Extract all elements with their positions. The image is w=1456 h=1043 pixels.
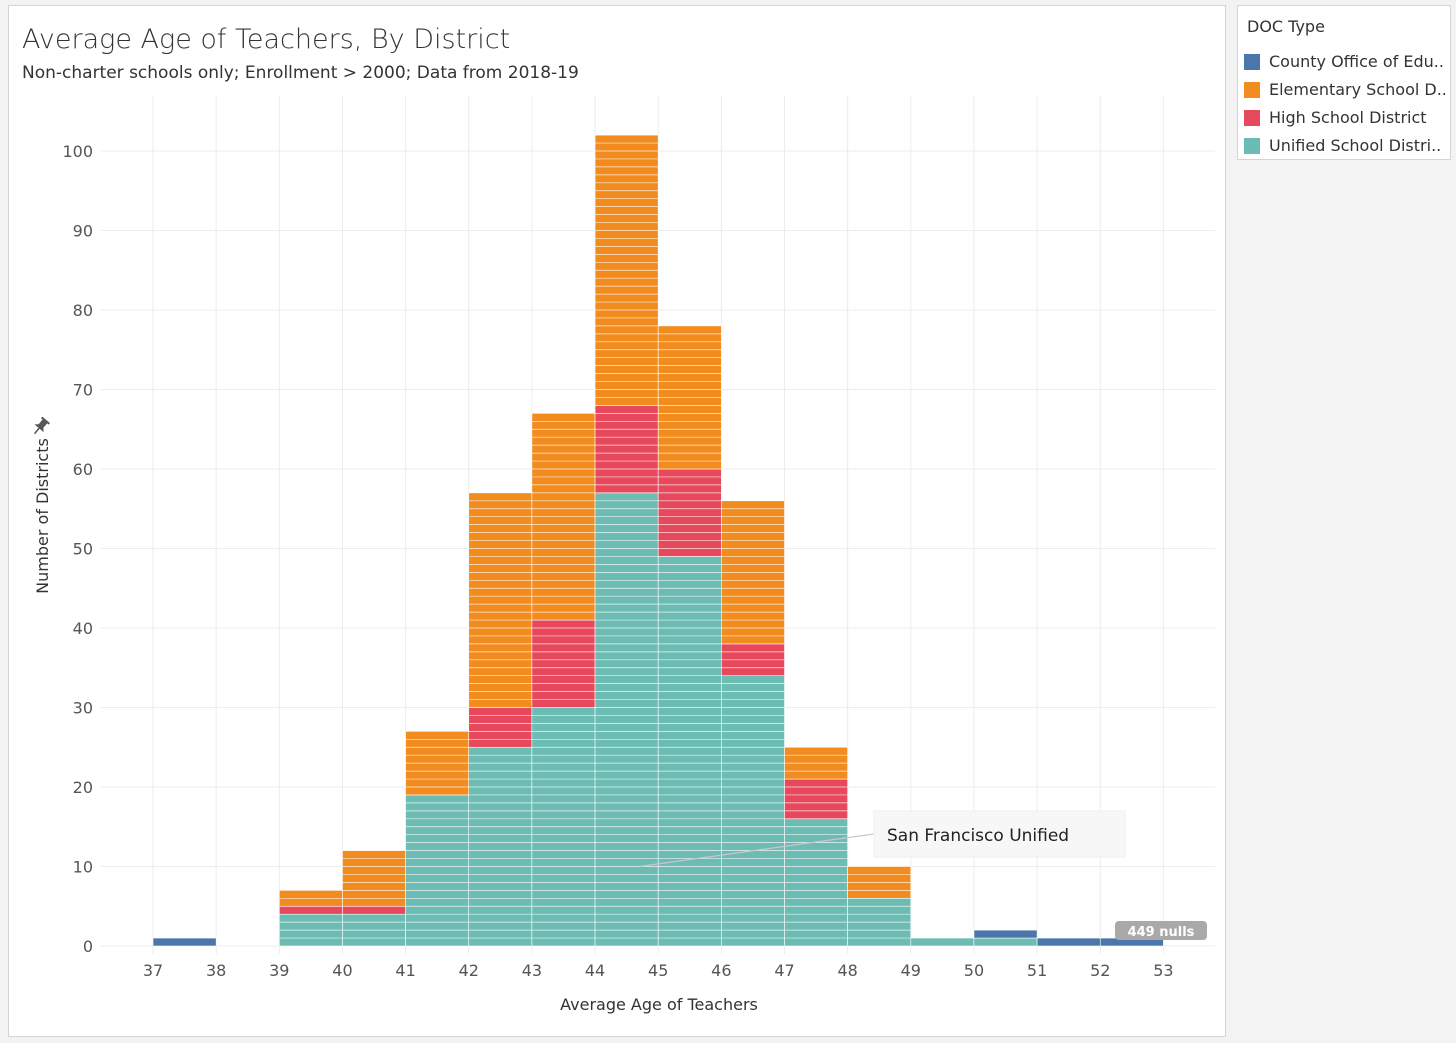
pin-head — [34, 416, 50, 433]
histogram-plot: 0 10 20 30 40 50 60 70 80 90 100 37 38 39 40 41 42 43 44 45… — [30, 96, 1215, 1014]
x-tick-label-49: 49 — [901, 961, 921, 980]
x-tick-label-41: 41 — [395, 961, 415, 980]
bar-segment-high-school-district-39[interactable] — [278, 905, 343, 915]
legend-label: High School District — [1269, 108, 1427, 127]
y-tick-label-40: 40 — [73, 619, 93, 638]
pin-icon[interactable] — [30, 416, 51, 438]
nulls-badge[interactable] — [1115, 921, 1207, 940]
x-tick-label-48: 48 — [837, 961, 857, 980]
bar-segment-county-office-of-edu-37[interactable] — [152, 937, 217, 947]
bar-segment-unified-school-distri-49[interactable] — [910, 937, 975, 947]
y-axis-title: Number of Districts — [33, 438, 52, 594]
bar-segment-elementary-school-d-40[interactable] — [342, 850, 406, 907]
y-tick-label-10: 10 — [73, 858, 93, 877]
y-tick-label-0: 0 — [83, 937, 93, 956]
chart-panel: Average Age of Teachers, By District Non… — [8, 5, 1226, 1037]
y-tick-label-30: 30 — [73, 699, 93, 718]
bar-segment-unified-school-distri-44[interactable] — [594, 492, 659, 947]
legend-title: DOC Type — [1247, 17, 1325, 36]
annotation-label: San Francisco Unified — [887, 826, 1069, 846]
bar-segment-county-office-of-edu-51[interactable] — [1036, 937, 1101, 947]
legend-swatch — [1244, 138, 1260, 154]
bar-segment-unified-school-distri-41[interactable] — [405, 794, 470, 947]
legend-label: Unified School Distri.. — [1269, 136, 1442, 155]
legend-swatch — [1244, 82, 1260, 98]
x-tick-label-51: 51 — [1027, 961, 1047, 980]
y-tick-label-90: 90 — [73, 222, 93, 241]
bar-segment-unified-school-distri-42[interactable] — [468, 746, 533, 947]
x-tick-label-46: 46 — [711, 961, 731, 980]
y-tick-label-60: 60 — [73, 460, 93, 479]
x-tick-label-50: 50 — [964, 961, 984, 980]
x-tick-label-38: 38 — [206, 961, 226, 980]
bar-segment-high-school-district-44[interactable] — [594, 405, 659, 494]
bar-segment-county-office-of-edu-50[interactable] — [973, 929, 1038, 939]
annotation-leader-line — [639, 833, 875, 868]
bar-segment-high-school-district-45[interactable] — [657, 468, 722, 557]
chart-subtitle: Non-charter schools only; Enrollment > 2… — [22, 63, 579, 83]
x-tick-label-43: 43 — [522, 961, 542, 980]
legend: DOC Type County Office of Edu.. Elementa… — [1237, 5, 1451, 160]
x-tick-label-47: 47 — [774, 961, 794, 980]
pin-needle — [33, 427, 40, 435]
x-tick-label-42: 42 — [459, 961, 479, 980]
x-tick-label-44: 44 — [585, 961, 605, 980]
x-tick-label-39: 39 — [269, 961, 289, 980]
x-tick-label-37: 37 — [143, 961, 163, 980]
x-tick-label-45: 45 — [648, 961, 668, 980]
y-tick-label-70: 70 — [73, 381, 93, 400]
y-tick-label-100: 100 — [62, 142, 93, 161]
legend-item-county-office[interactable]: County Office of Edu.. — [1244, 51, 1448, 73]
x-tick-label-52: 52 — [1090, 961, 1110, 980]
bar-segment-high-school-district-47[interactable] — [784, 778, 848, 820]
bar-segment-high-school-district-43[interactable] — [531, 619, 596, 708]
bar-segment-unified-school-distri-45[interactable] — [657, 556, 722, 947]
legend-label: Elementary School D.. — [1269, 80, 1447, 99]
y-tick-label-80: 80 — [73, 301, 93, 320]
x-axis-title: Average Age of Teachers — [560, 995, 758, 1014]
x-tick-label-40: 40 — [332, 961, 352, 980]
legend-item-high-school[interactable]: High School District — [1244, 107, 1448, 129]
legend-label: County Office of Edu.. — [1269, 52, 1444, 71]
bar-segment-high-school-district-40[interactable] — [342, 905, 406, 915]
legend-item-elementary[interactable]: Elementary School D.. — [1244, 79, 1448, 101]
bar-segment-elementary-school-d-42[interactable] — [468, 492, 533, 708]
x-tick-label-53: 53 — [1153, 961, 1173, 980]
y-tick-label-50: 50 — [73, 540, 93, 559]
annotation-box — [873, 810, 1126, 858]
chart-title: Average Age of Teachers, By District — [22, 24, 511, 55]
nulls-badge-label: 449 nulls — [1128, 925, 1195, 940]
bar-segment-high-school-district-42[interactable] — [468, 707, 533, 748]
y-tick-label-20: 20 — [73, 778, 93, 797]
bar-segment-unified-school-distri-50[interactable] — [973, 937, 1038, 947]
legend-item-unified[interactable]: Unified School Distri.. — [1244, 135, 1448, 157]
legend-swatch — [1244, 54, 1260, 70]
legend-swatch — [1244, 110, 1260, 126]
